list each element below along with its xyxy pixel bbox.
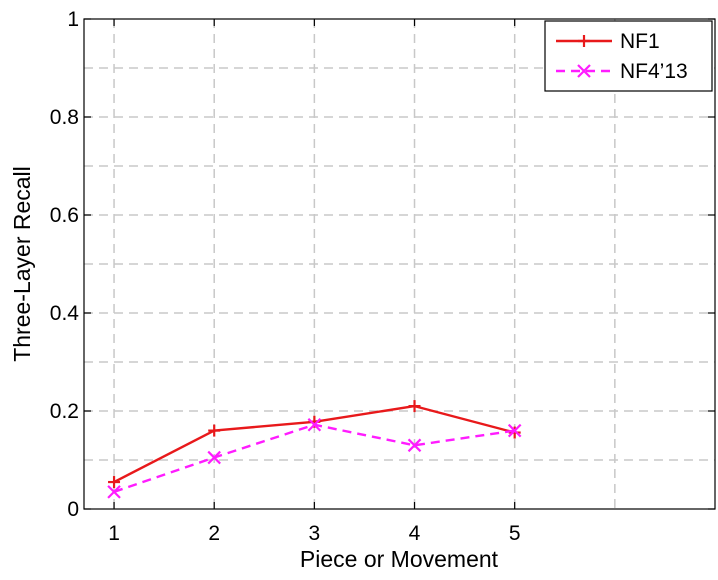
- y-tick-label-4: 0.8: [50, 106, 79, 129]
- series-lines: [107, 400, 522, 499]
- plot-frame: [83, 18, 716, 510]
- series-0-point-0: [108, 476, 121, 489]
- y-tick-label-2: 0.4: [50, 302, 80, 325]
- y-tick-label-5: 1: [67, 8, 79, 31]
- x-tick-label-3: 4: [409, 522, 421, 545]
- x-tick-label-1: 2: [208, 522, 220, 545]
- x-tick-label-0: 1: [108, 522, 120, 545]
- x-tick-label-4: 5: [509, 522, 521, 545]
- x-axis-title: Piece or Movement: [300, 546, 499, 572]
- y-axis-title: Three-Layer Recall: [9, 166, 35, 362]
- legend-box: [544, 20, 713, 92]
- axis-ticks: [84, 18, 715, 510]
- legend-label-0: NF1: [620, 30, 660, 53]
- series-1-point-4: [507, 423, 522, 438]
- x-tick-label-2: 3: [309, 522, 321, 545]
- series-1-point-1: [207, 450, 221, 465]
- y-tick-label-3: 0.6: [50, 204, 79, 227]
- grid-lines: [84, 19, 715, 509]
- series-0-point-4: [508, 426, 521, 439]
- series-0-point-1: [208, 424, 221, 437]
- series-0: [108, 400, 521, 489]
- y-tick-label-1: 0.2: [50, 400, 79, 423]
- series-1-point-2: [307, 417, 322, 432]
- series-0-point-3: [408, 400, 421, 413]
- legend-marker-0: [578, 35, 590, 47]
- legend-label-1: NF4’13: [620, 60, 688, 83]
- series-1-point-0: [107, 485, 121, 499]
- legend: NF1 NF4’13: [544, 20, 713, 92]
- series-1: [107, 417, 522, 499]
- y-tick-label-0: 0: [67, 498, 79, 521]
- series-1-point-3: [407, 438, 422, 453]
- legend-marker-1: [577, 64, 591, 78]
